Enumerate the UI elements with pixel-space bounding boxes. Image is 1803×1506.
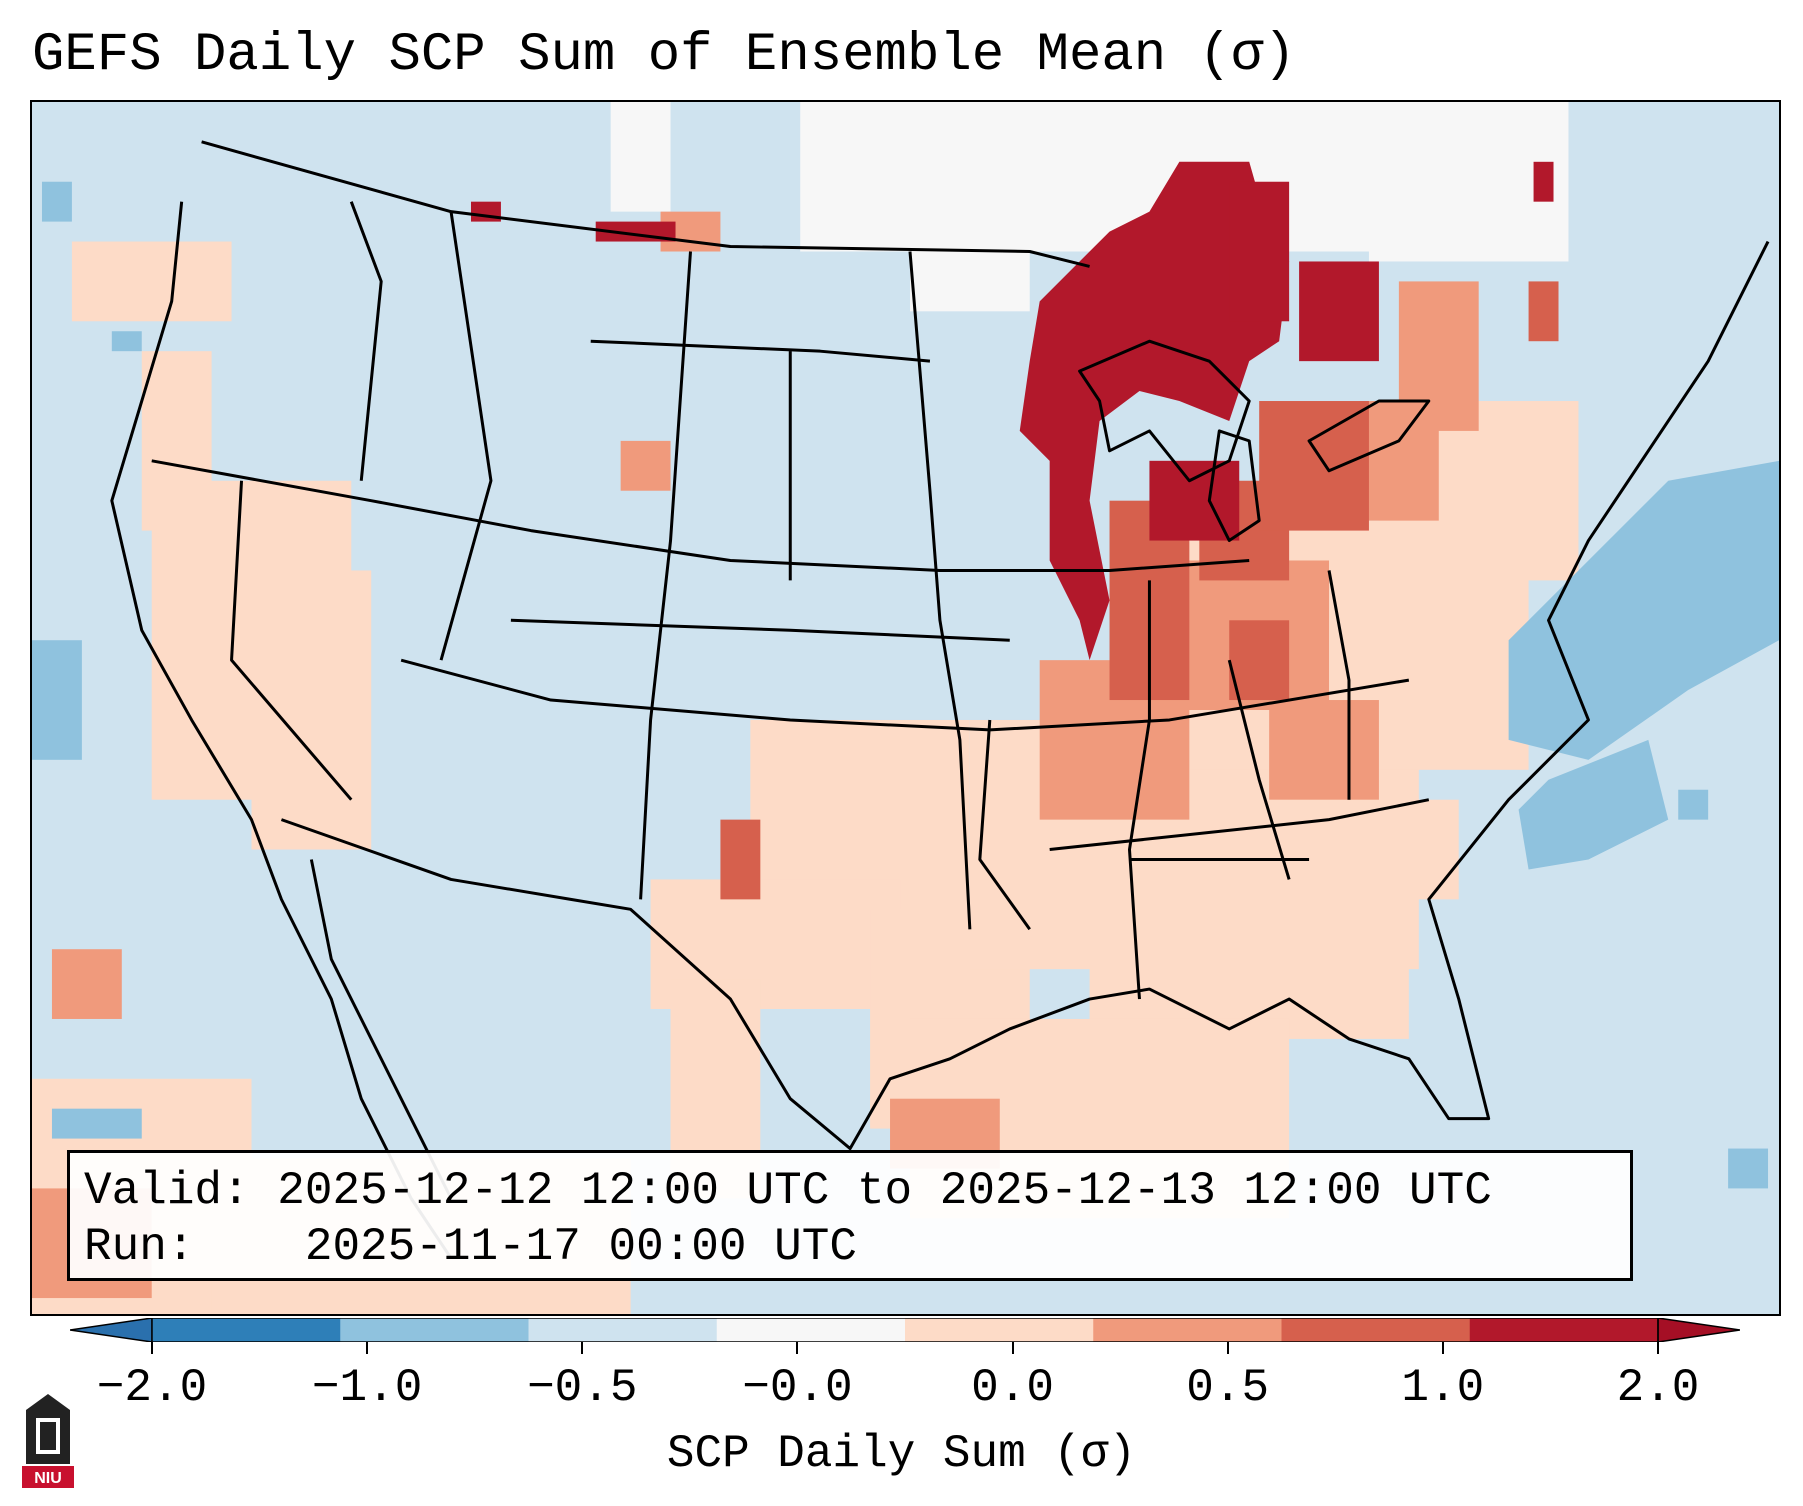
colorbar-tick-mark xyxy=(1657,1342,1659,1354)
run-value: 2025-11-17 00:00 UTC xyxy=(304,1221,857,1273)
colorbar-segment xyxy=(1093,1318,1282,1342)
colorbar-tick-label: 0.5 xyxy=(1186,1362,1270,1414)
colorbar-tick-mark xyxy=(581,1342,584,1354)
colorbar-tick-mark xyxy=(1011,1342,1014,1354)
run-label: Run: xyxy=(84,1221,195,1273)
colorbar-extend-high xyxy=(1657,1318,1740,1342)
colorbar xyxy=(70,1318,1740,1342)
colorbar-segment xyxy=(340,1318,529,1342)
validity-info-box: Valid: 2025-12-12 12:00 UTC to 2025-12-1… xyxy=(67,1150,1633,1281)
colorbar-tick-label: 2.0 xyxy=(1616,1362,1700,1414)
run-line: Run: 2025-11-17 00:00 UTC xyxy=(84,1219,1616,1275)
colorbar-tick-mark xyxy=(1441,1342,1444,1354)
colorbar-tick-label: −1.0 xyxy=(311,1362,423,1414)
negative-region xyxy=(32,181,1779,1189)
colorbar-tick-label: −2.0 xyxy=(96,1362,208,1414)
extreme-positive-region xyxy=(470,161,1554,661)
valid-value: 2025-12-12 12:00 UTC to 2025-12-13 12:00… xyxy=(277,1165,1492,1217)
neutral-region xyxy=(610,102,1569,352)
colorbar-tick-label: 1.0 xyxy=(1401,1362,1485,1414)
colorbar-segment xyxy=(716,1318,906,1342)
colorbar-segment xyxy=(152,1318,341,1342)
valid-label: Valid: xyxy=(84,1165,250,1217)
map-title: GEFS Daily SCP Sum of Ensemble Mean (σ) xyxy=(32,25,1296,86)
colorbar-tick-label: −0.0 xyxy=(742,1362,853,1414)
colorbar-label: SCP Daily Sum (σ) xyxy=(666,1428,1137,1480)
colorbar-tick-mark xyxy=(1226,1342,1229,1354)
valid-line: Valid: 2025-12-12 12:00 UTC to 2025-12-1… xyxy=(84,1163,1616,1219)
colorbar-segment xyxy=(528,1318,718,1342)
colorbar-segment xyxy=(1281,1318,1471,1342)
niu-logo: NIU xyxy=(22,1394,74,1488)
colorbar-tick-mark xyxy=(796,1342,799,1354)
map-canvas xyxy=(32,102,1779,1314)
colorbar-segments xyxy=(152,1318,1659,1342)
colorbar-segment xyxy=(1469,1318,1659,1342)
map-panel xyxy=(30,100,1781,1316)
colorbar-segment xyxy=(905,1318,1094,1342)
colorbar-tick-label: −0.5 xyxy=(527,1362,638,1414)
colorbar-tick-label: 0.0 xyxy=(971,1362,1054,1414)
colorbar-extend-low xyxy=(70,1318,153,1342)
colorbar-tick-mark xyxy=(366,1342,369,1354)
svg-text:NIU: NIU xyxy=(34,1470,62,1487)
boundaries xyxy=(110,140,1770,1260)
colorbar-tick-mark xyxy=(151,1342,153,1354)
